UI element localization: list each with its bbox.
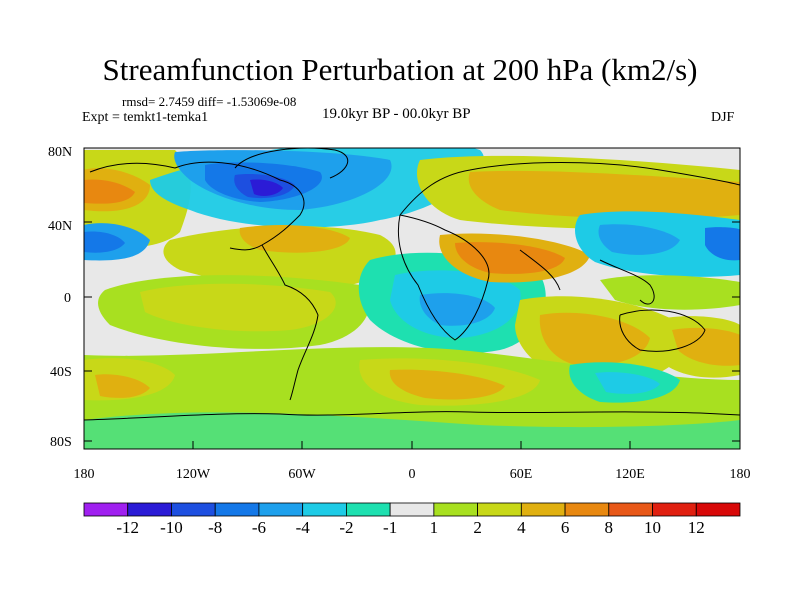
contour-region: [539, 312, 650, 366]
colorbar-swatch: [127, 502, 172, 517]
coastlines: [84, 148, 740, 421]
coastline-south-america: [261, 244, 319, 401]
colorbar-swatch: [83, 502, 129, 517]
coastline-antarctica: [84, 411, 740, 421]
contour-region: [239, 225, 350, 253]
contour-region: [595, 372, 660, 394]
contour-fields: [84, 148, 740, 449]
contour-region: [455, 242, 565, 274]
coastline-africa: [397, 214, 490, 341]
colorbar-label: -4: [296, 518, 311, 537]
colorbar-label: 12: [688, 518, 705, 537]
colorbar-label: -8: [208, 518, 222, 537]
x-tick-label: 0: [409, 467, 416, 482]
colorbar-label: 1: [430, 518, 439, 537]
colorbar-swatch: [389, 502, 435, 517]
colorbar-label: -2: [339, 518, 353, 537]
colorbar-swatch: [695, 502, 741, 517]
y-tick-label: 80N: [48, 145, 72, 160]
colorbar-swatch: [302, 502, 347, 517]
contour-region: [84, 179, 135, 204]
experiment-label: Expt = temkt1-temka1: [82, 110, 209, 125]
x-tick-label: 180: [730, 467, 751, 482]
colorbar-swatch: [652, 502, 697, 517]
contour-region: [419, 293, 495, 326]
colorbar-label: -10: [160, 518, 183, 537]
colorbar-label: 6: [561, 518, 570, 537]
coastline-south-asia: [519, 249, 655, 305]
colorbar-swatch: [433, 502, 478, 517]
colorbar-swatch: [520, 502, 566, 517]
contour-region: [140, 283, 336, 332]
contour-region: [600, 275, 740, 310]
colorbar-swatch: [345, 502, 391, 517]
colorbar-label: 4: [517, 518, 526, 537]
colorbar-label: -1: [383, 518, 397, 537]
colorbar: -12 -10 -8 -6 -4 -2 -1 1 2 4 6 8 10 12: [83, 502, 741, 537]
period-label: 19.0kyr BP - 00.0kyr BP: [322, 106, 471, 122]
coastline-eurasia: [399, 162, 740, 216]
colorbar-swatch: [214, 502, 260, 517]
contour-region: [95, 374, 150, 398]
colorbar-swatch: [608, 502, 653, 517]
contour-region: [672, 327, 740, 366]
y-tick-label: 0: [64, 291, 71, 306]
colorbar-swatch: [477, 502, 522, 517]
x-tick-label: 120E: [615, 467, 645, 482]
season-label: DJF: [711, 110, 735, 125]
contour-region: [84, 412, 740, 449]
colorbar-swatch: [564, 502, 610, 517]
x-tick-label: 60W: [288, 467, 316, 482]
contour-region: [389, 369, 505, 400]
colorbar-label: 10: [644, 518, 661, 537]
colorbar-swatch: [258, 502, 304, 517]
colorbar-label: 8: [605, 518, 614, 537]
x-tick-label: 60E: [510, 467, 533, 482]
colorbar-swatch: [171, 502, 216, 517]
contour-region: [468, 170, 740, 219]
x-tick-label: 120W: [176, 467, 211, 482]
y-tick-label: 40N: [48, 219, 72, 234]
contour-region: [84, 231, 125, 253]
chart-title: Streamfunction Perturbation at 200 hPa (…: [102, 52, 698, 87]
y-tick-label: 40S: [50, 365, 72, 380]
axis-ticks: [83, 147, 741, 449]
colorbar-label: -6: [252, 518, 266, 537]
colorbar-label: 2: [473, 518, 482, 537]
contour-region: [250, 179, 283, 196]
contour-region: [705, 227, 740, 261]
x-tick-label: 180: [74, 467, 95, 482]
stats-label: rmsd= 2.7459 diff= -1.53069e-08: [122, 94, 297, 109]
contour-region: [598, 224, 680, 255]
y-tick-label: 80S: [50, 435, 72, 450]
coastline-greenland: [234, 148, 348, 179]
coastline-australia: [619, 309, 706, 352]
colorbar-label: -12: [116, 518, 139, 537]
